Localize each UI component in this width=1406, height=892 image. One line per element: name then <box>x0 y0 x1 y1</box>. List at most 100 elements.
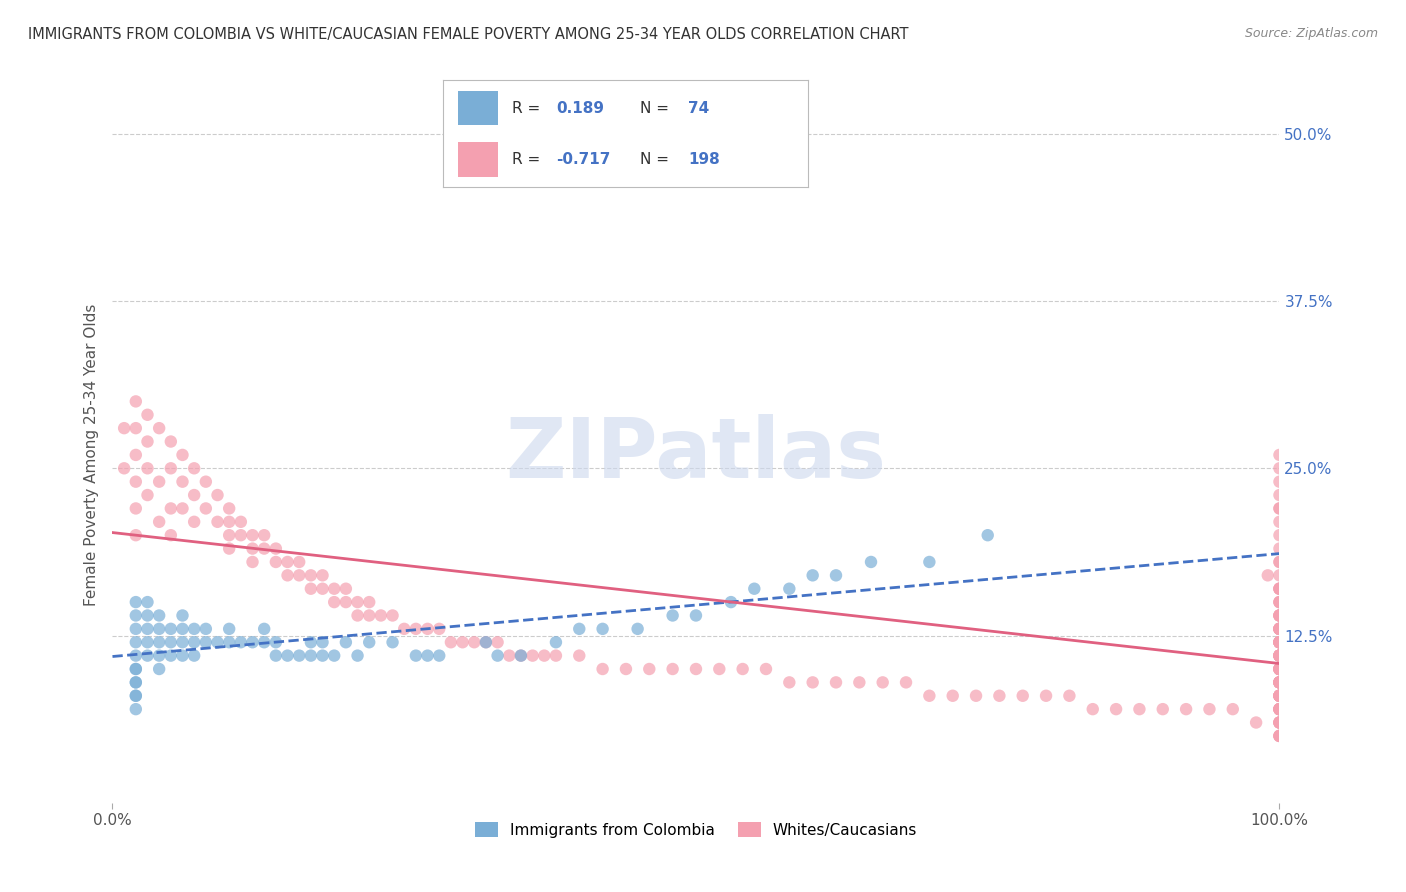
Point <box>125 475 148 489</box>
Point <box>148 421 170 435</box>
Point <box>183 488 205 502</box>
Point <box>1175 702 1198 716</box>
Point <box>1268 582 1291 596</box>
Point <box>1128 702 1150 716</box>
Point <box>1268 648 1291 663</box>
Point <box>405 622 427 636</box>
Point <box>1268 675 1291 690</box>
Point <box>335 582 357 596</box>
Point <box>1268 568 1291 582</box>
Point <box>988 689 1011 703</box>
Point <box>918 689 941 703</box>
Point <box>860 555 883 569</box>
Point <box>1257 568 1279 582</box>
Point <box>183 622 205 636</box>
Text: 74: 74 <box>688 101 709 116</box>
Point <box>592 622 614 636</box>
Point <box>1268 648 1291 663</box>
Point <box>638 662 661 676</box>
Point <box>1198 702 1220 716</box>
Point <box>522 648 544 663</box>
Point <box>229 635 252 649</box>
Point <box>323 648 346 663</box>
Point <box>160 501 183 516</box>
Point <box>125 528 148 542</box>
Point <box>568 648 591 663</box>
Point <box>148 608 170 623</box>
Point <box>463 635 485 649</box>
Point <box>1268 635 1291 649</box>
Point <box>1268 662 1291 676</box>
Legend: Immigrants from Colombia, Whites/Caucasians: Immigrants from Colombia, Whites/Caucasi… <box>468 815 924 844</box>
Point <box>1268 675 1291 690</box>
Point <box>1268 608 1291 623</box>
Point <box>568 622 591 636</box>
Point <box>125 608 148 623</box>
Point <box>1268 729 1291 743</box>
Point <box>1268 662 1291 676</box>
Point <box>440 635 463 649</box>
Point <box>1268 461 1291 475</box>
Point <box>1152 702 1174 716</box>
Point <box>242 528 264 542</box>
Point <box>160 461 183 475</box>
Point <box>544 648 567 663</box>
Point <box>1268 675 1291 690</box>
Point <box>242 555 264 569</box>
Point <box>172 475 194 489</box>
Point <box>323 582 346 596</box>
Point <box>299 582 322 596</box>
Point <box>112 461 135 475</box>
Point <box>194 635 217 649</box>
Point <box>172 622 194 636</box>
Text: N =: N = <box>640 101 673 116</box>
Point <box>1268 662 1291 676</box>
Point <box>125 622 148 636</box>
Point <box>1268 622 1291 636</box>
Point <box>311 635 333 649</box>
Point <box>509 648 531 663</box>
Point <box>207 488 229 502</box>
Point <box>1268 648 1291 663</box>
Point <box>218 541 240 556</box>
Point <box>1268 702 1291 716</box>
Point <box>416 648 439 663</box>
Point <box>1268 582 1291 596</box>
Point <box>1268 475 1291 489</box>
Point <box>194 501 217 516</box>
Point <box>533 648 555 663</box>
Point <box>416 622 439 636</box>
Point <box>1268 675 1291 690</box>
Point <box>509 648 531 663</box>
Point <box>125 662 148 676</box>
Point <box>299 635 322 649</box>
Point <box>242 635 264 649</box>
Point <box>253 528 276 542</box>
Bar <box>457 91 498 125</box>
Point <box>299 568 322 582</box>
Point <box>661 608 683 623</box>
Point <box>731 662 754 676</box>
Point <box>1268 635 1291 649</box>
Point <box>1268 635 1291 649</box>
Point <box>1268 608 1291 623</box>
Point <box>125 689 148 703</box>
Point <box>183 461 205 475</box>
Point <box>218 528 240 542</box>
Point <box>264 555 287 569</box>
Point <box>1105 702 1128 716</box>
Bar <box>457 143 498 177</box>
Point <box>288 568 311 582</box>
Point <box>1268 689 1291 703</box>
Point <box>207 635 229 649</box>
Point <box>1268 662 1291 676</box>
Point <box>872 675 894 690</box>
Text: Source: ZipAtlas.com: Source: ZipAtlas.com <box>1244 27 1378 40</box>
Point <box>1268 662 1291 676</box>
Point <box>1268 608 1291 623</box>
Point <box>276 648 298 663</box>
Point <box>381 608 404 623</box>
Point <box>1268 501 1291 516</box>
Point <box>125 595 148 609</box>
Point <box>661 662 683 676</box>
